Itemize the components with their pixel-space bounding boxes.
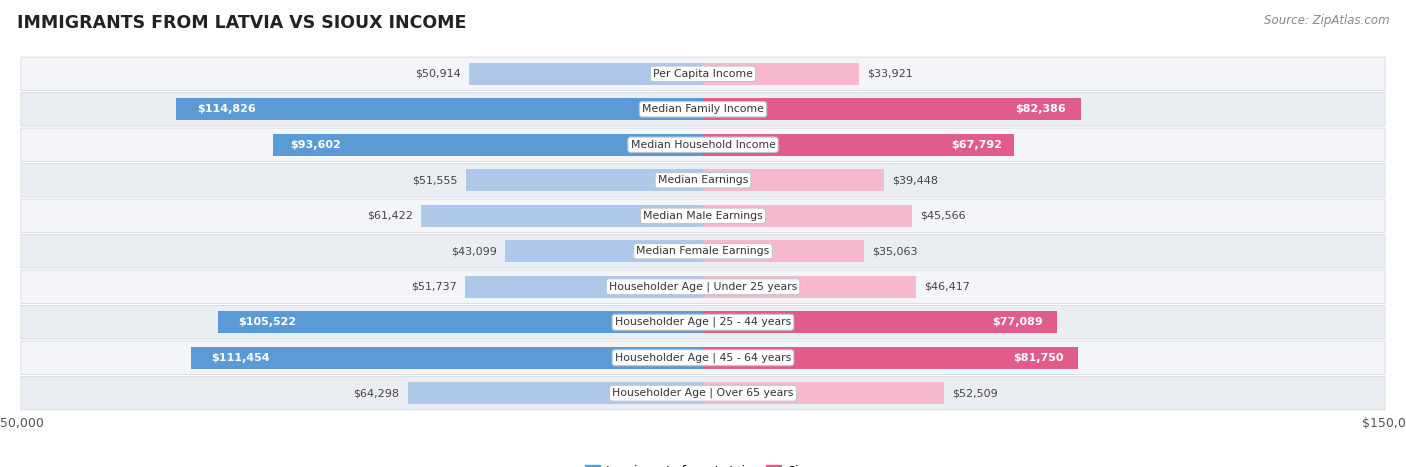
Bar [465, 276, 703, 298]
Text: $51,737: $51,737 [412, 282, 457, 292]
Text: $52,509: $52,509 [952, 388, 998, 398]
Bar [703, 98, 1081, 120]
Text: $105,522: $105,522 [238, 317, 295, 327]
Bar [703, 134, 1014, 156]
Bar [467, 169, 703, 191]
FancyBboxPatch shape [21, 270, 1385, 304]
Bar [703, 169, 884, 191]
Text: Median Female Earnings: Median Female Earnings [637, 246, 769, 256]
FancyBboxPatch shape [21, 341, 1385, 375]
Bar [703, 347, 1078, 369]
Bar [703, 240, 865, 262]
FancyBboxPatch shape [21, 376, 1385, 410]
Bar [420, 205, 703, 227]
Text: Median Earnings: Median Earnings [658, 175, 748, 185]
Bar [176, 98, 703, 120]
Text: $35,063: $35,063 [872, 246, 918, 256]
Text: $45,566: $45,566 [921, 211, 966, 221]
FancyBboxPatch shape [21, 92, 1385, 126]
Text: IMMIGRANTS FROM LATVIA VS SIOUX INCOME: IMMIGRANTS FROM LATVIA VS SIOUX INCOME [17, 14, 467, 32]
Text: Householder Age | 45 - 64 years: Householder Age | 45 - 64 years [614, 353, 792, 363]
Text: Householder Age | Over 65 years: Householder Age | Over 65 years [612, 388, 794, 398]
FancyBboxPatch shape [21, 305, 1385, 339]
Bar [218, 311, 703, 333]
Text: $114,826: $114,826 [197, 104, 256, 114]
Text: Householder Age | 25 - 44 years: Householder Age | 25 - 44 years [614, 317, 792, 327]
Bar [470, 63, 703, 85]
FancyBboxPatch shape [21, 128, 1385, 162]
Text: $82,386: $82,386 [1015, 104, 1066, 114]
Text: Per Capita Income: Per Capita Income [652, 69, 754, 79]
Text: $39,448: $39,448 [893, 175, 938, 185]
Bar [703, 311, 1057, 333]
Text: $111,454: $111,454 [211, 353, 270, 363]
Text: Median Family Income: Median Family Income [643, 104, 763, 114]
Text: Householder Age | Under 25 years: Householder Age | Under 25 years [609, 282, 797, 292]
Text: $77,089: $77,089 [993, 317, 1043, 327]
Bar [703, 63, 859, 85]
FancyBboxPatch shape [21, 234, 1385, 268]
Text: Source: ZipAtlas.com: Source: ZipAtlas.com [1264, 14, 1389, 27]
Bar [273, 134, 703, 156]
Text: $51,555: $51,555 [412, 175, 458, 185]
Text: $46,417: $46,417 [925, 282, 970, 292]
Text: $33,921: $33,921 [868, 69, 912, 79]
Bar [505, 240, 703, 262]
Bar [703, 382, 945, 404]
Bar [703, 205, 912, 227]
Bar [191, 347, 703, 369]
Text: $67,792: $67,792 [950, 140, 1002, 150]
Text: $81,750: $81,750 [1012, 353, 1063, 363]
FancyBboxPatch shape [21, 199, 1385, 233]
Text: Median Male Earnings: Median Male Earnings [643, 211, 763, 221]
Text: $50,914: $50,914 [415, 69, 461, 79]
Text: Median Household Income: Median Household Income [630, 140, 776, 150]
FancyBboxPatch shape [21, 163, 1385, 197]
Text: $93,602: $93,602 [290, 140, 342, 150]
Text: $43,099: $43,099 [451, 246, 496, 256]
Bar [703, 276, 917, 298]
Legend: Immigrants from Latvia, Sioux: Immigrants from Latvia, Sioux [579, 460, 827, 467]
Text: $64,298: $64,298 [353, 388, 399, 398]
Text: $61,422: $61,422 [367, 211, 412, 221]
FancyBboxPatch shape [21, 57, 1385, 91]
Bar [408, 382, 703, 404]
